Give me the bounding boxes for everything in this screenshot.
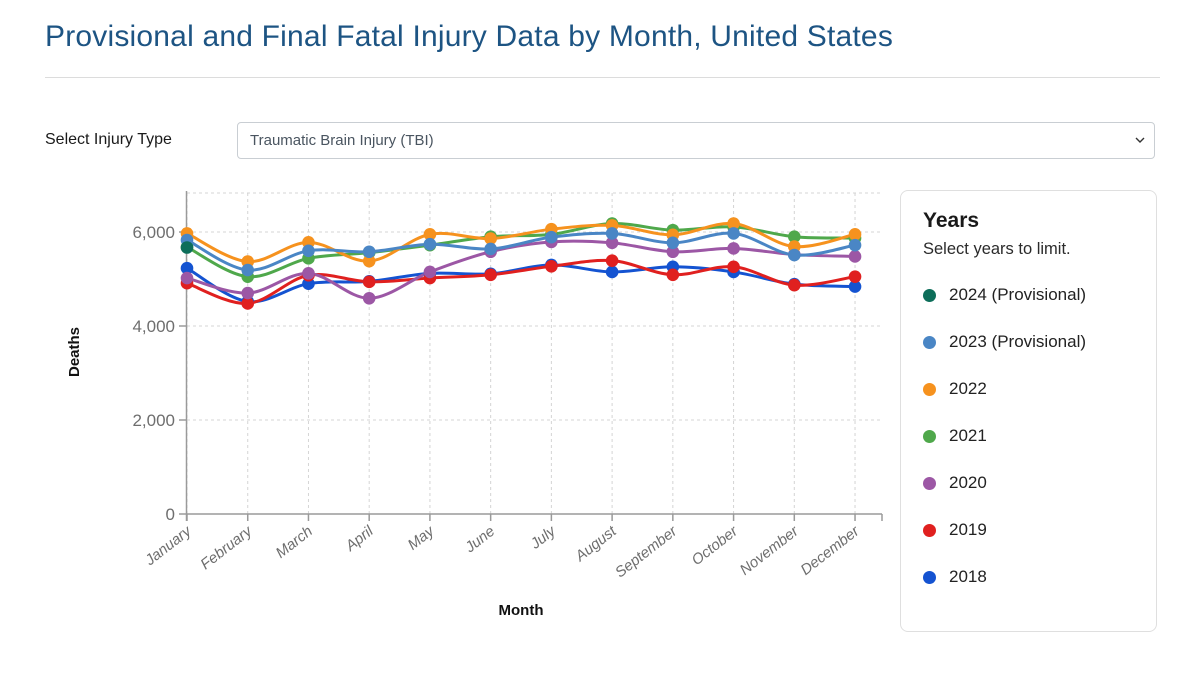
svg-text:July: July bbox=[527, 522, 560, 553]
legend-item[interactable]: 2024 (Provisional) bbox=[923, 285, 1134, 305]
monthly-deaths-chart: 0 2,000 4,000 6,000 January February March Apri… bbox=[0, 185, 890, 663]
svg-text:June: June bbox=[461, 523, 498, 557]
legend-color-dot bbox=[923, 523, 936, 537]
legend-item[interactable]: 2018 bbox=[923, 567, 1134, 587]
legend-title: Years bbox=[923, 209, 980, 232]
legend-item[interactable]: 2022 bbox=[923, 379, 1134, 399]
legend-item[interactable]: 2021 bbox=[923, 426, 1134, 446]
svg-text:November: November bbox=[737, 522, 803, 579]
svg-text:January: January bbox=[141, 522, 195, 570]
legend-color-dot bbox=[923, 382, 936, 396]
svg-text:December: December bbox=[797, 522, 863, 579]
legend-item-label: 2021 bbox=[949, 426, 987, 445]
chart-svg: 0 2,000 4,000 6,000 January February March Apri… bbox=[66, 191, 883, 619]
svg-text:2,000: 2,000 bbox=[132, 411, 175, 430]
years-legend-card: Years Select years to limit. 2024 (Provi… bbox=[900, 190, 1157, 632]
svg-text:Deaths: Deaths bbox=[66, 327, 83, 377]
svg-text:August: August bbox=[572, 522, 621, 565]
legend-items: 2024 (Provisional) 2023 (Provisional) 2022… bbox=[923, 285, 1134, 587]
injury-type-select[interactable]: Traumatic Brain Injury (TBI) bbox=[237, 122, 1155, 159]
legend-item-label: 2022 bbox=[949, 379, 987, 398]
svg-text:April: April bbox=[342, 522, 377, 555]
svg-text:Month: Month bbox=[499, 602, 544, 619]
svg-text:September: September bbox=[612, 522, 681, 581]
legend-color-dot bbox=[923, 335, 936, 349]
svg-text:0: 0 bbox=[166, 505, 175, 524]
legend-item-label: 2024 (Provisional) bbox=[949, 285, 1087, 304]
legend-color-dot bbox=[923, 288, 936, 302]
svg-text:March: March bbox=[273, 523, 316, 562]
legend-subtitle: Select years to limit. bbox=[923, 240, 1071, 258]
injury-type-label: Select Injury Type bbox=[45, 131, 172, 148]
title-divider bbox=[45, 77, 1160, 78]
legend-color-dot bbox=[923, 570, 936, 584]
page-title: Provisional and Final Fatal Injury Data … bbox=[45, 20, 894, 53]
legend-item-label: 2023 (Provisional) bbox=[949, 332, 1087, 351]
legend-item-label: 2020 bbox=[949, 473, 987, 492]
svg-text:4,000: 4,000 bbox=[132, 317, 175, 336]
legend-item[interactable]: 2023 (Provisional) bbox=[923, 332, 1134, 352]
legend-color-dot bbox=[923, 476, 936, 490]
svg-text:May: May bbox=[405, 522, 439, 554]
svg-text:October: October bbox=[689, 522, 742, 569]
svg-text:February: February bbox=[197, 522, 256, 573]
legend-color-dot bbox=[923, 429, 936, 443]
svg-text:6,000: 6,000 bbox=[132, 223, 175, 242]
legend-item[interactable]: 2019 bbox=[923, 520, 1134, 540]
legend-item[interactable]: 2020 bbox=[923, 473, 1134, 493]
legend-item-label: 2018 bbox=[949, 567, 987, 586]
legend-item-label: 2019 bbox=[949, 520, 987, 539]
